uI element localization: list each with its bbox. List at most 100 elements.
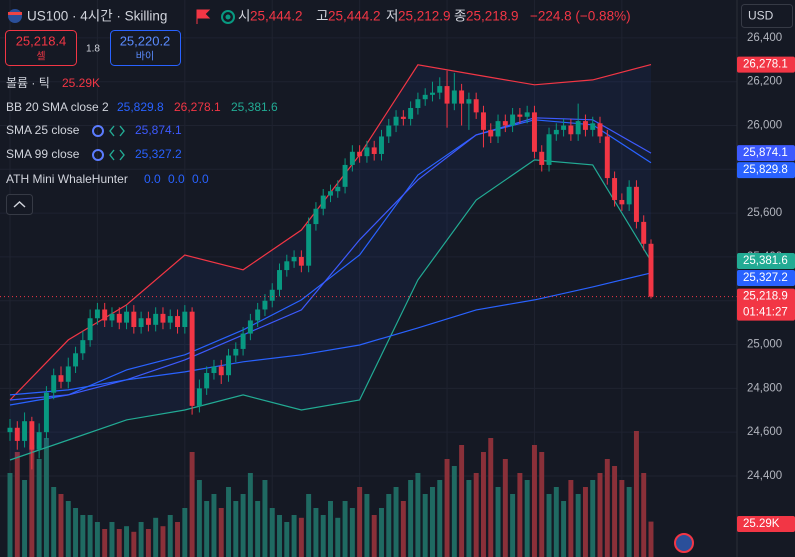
volume-bar: [408, 480, 414, 557]
candle-body: [87, 318, 93, 341]
status-dot-core: [225, 14, 231, 20]
candle-body: [524, 112, 530, 117]
y-tick-label: 25,600: [747, 207, 782, 219]
volume-bar: [590, 480, 596, 557]
legend-name: BB 20 SMA close 2: [6, 100, 109, 114]
legend-icon[interactable]: [109, 149, 125, 161]
volume-bar: [539, 452, 545, 557]
volume-bar: [233, 501, 239, 557]
volume-bar: [531, 445, 537, 557]
y-tick-label: 26,200: [747, 76, 782, 88]
volume-bar: [415, 473, 421, 557]
sell-price: 25,218.4: [16, 33, 67, 48]
volume-bar: [393, 487, 399, 557]
candle-body: [116, 313, 122, 323]
candle-body: [328, 191, 333, 196]
candle-body: [568, 125, 574, 135]
y-tick-label: 24,400: [747, 470, 782, 482]
candle-body: [124, 311, 130, 323]
candle-body: [14, 427, 20, 441]
volume-bar: [510, 494, 516, 557]
candle-body: [160, 313, 166, 323]
indicator-line: [9, 117, 652, 401]
candle-body: [575, 121, 581, 135]
candle-body: [422, 94, 428, 100]
candle-body: [393, 116, 399, 126]
sell-button[interactable]: [5, 30, 77, 66]
candle-body: [357, 151, 363, 157]
y-tick-label: 26,400: [747, 32, 782, 44]
volume-bar: [437, 480, 443, 557]
ohlc-label: 시: [238, 9, 250, 24]
legend-name: SMA 99 close: [6, 147, 80, 161]
volume-bar: [648, 521, 654, 557]
volume-bar: [29, 445, 35, 557]
legend-value: 0.0: [144, 172, 161, 186]
candle-body: [539, 151, 545, 165]
volume-bar: [211, 494, 217, 557]
volume-bar: [218, 508, 224, 557]
candle-body: [291, 256, 297, 262]
volume-bar: [94, 522, 100, 557]
candle-body: [36, 432, 42, 450]
indicator-line: [9, 119, 652, 406]
volume-bar: [517, 473, 523, 557]
volume-bar: [582, 487, 588, 557]
candle-body: [145, 318, 151, 325]
countdown: 01:41:27: [743, 307, 788, 319]
buy-label: 바이: [136, 51, 154, 63]
candle-body: [488, 129, 494, 137]
volume-bar: [65, 501, 71, 557]
volume-bar: [160, 526, 166, 557]
volume-bar: [459, 445, 465, 557]
volume-bar: [488, 438, 494, 557]
volume-label: 25.29K: [743, 518, 780, 530]
buy-button[interactable]: [110, 30, 181, 66]
candle-body: [167, 316, 173, 323]
candle-body: [94, 309, 100, 319]
volume-bar: [58, 494, 64, 557]
legend-value: 0.0: [192, 172, 209, 186]
event-icon[interactable]: [674, 533, 694, 553]
candle-body: [218, 366, 224, 376]
change: −224.8 (−0.88%): [530, 9, 631, 24]
status-dot: [221, 10, 235, 24]
candle-body: [306, 224, 312, 266]
candle-body: [546, 134, 552, 165]
legend-name: ATH Mini WhaleHunter: [6, 172, 128, 186]
candle-body: [633, 186, 639, 222]
candle-body: [58, 375, 64, 382]
candle-body: [182, 311, 188, 328]
legend-icon[interactable]: [109, 125, 125, 137]
price-label: 25,829.8: [743, 164, 788, 176]
candle-body: [277, 270, 282, 290]
candle-body: [531, 112, 537, 152]
volume-bar: [226, 487, 231, 557]
volume-bar: [87, 515, 93, 557]
buy-price: 25,220.2: [120, 33, 171, 48]
candle-body: [430, 92, 435, 95]
candle-body: [284, 261, 290, 271]
flag-stripe: [8, 12, 22, 15]
volume-bar: [145, 529, 151, 557]
volume-bar: [619, 480, 625, 557]
band-fill: [10, 64, 651, 460]
legend-icon[interactable]: [92, 149, 104, 161]
collapse-button[interactable]: [6, 194, 33, 215]
symbol-title[interactable]: US100 · 4시간 · Skilling: [27, 9, 167, 24]
legend-value: 25,381.6: [231, 100, 278, 114]
volume-bar: [73, 508, 79, 557]
volume-bar: [357, 487, 363, 557]
candle-body: [80, 340, 86, 354]
candle-body: [444, 86, 450, 104]
flag-marker[interactable]: [196, 9, 211, 24]
y-tick-label: 24,600: [747, 426, 782, 438]
candle-body: [175, 316, 181, 328]
legend-icon[interactable]: [92, 125, 104, 137]
volume-bar: [262, 480, 268, 557]
volume-bar: [612, 466, 618, 557]
volume-bar: [626, 487, 632, 557]
candle-body: [255, 309, 261, 321]
currency-select[interactable]: [741, 4, 793, 28]
